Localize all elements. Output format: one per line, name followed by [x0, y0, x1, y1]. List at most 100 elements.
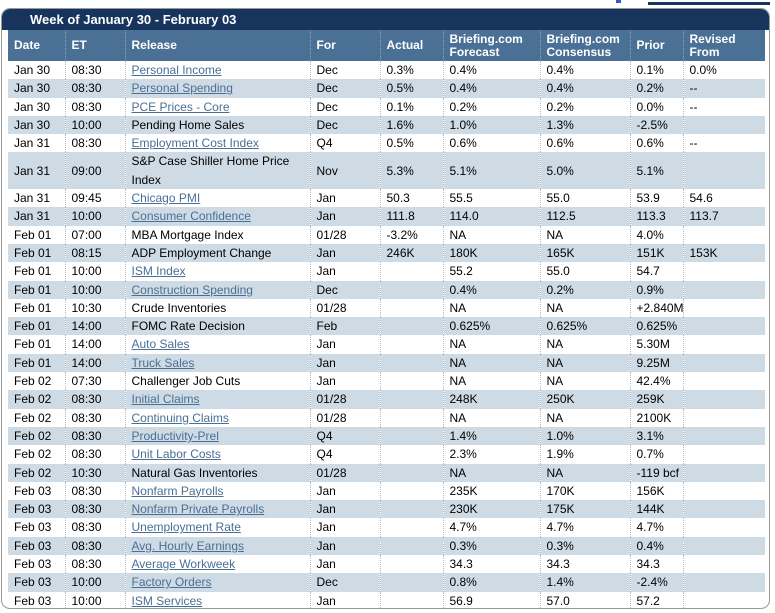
- cell-actual: [379, 445, 443, 464]
- release-link[interactable]: Employment Cost Index: [131, 136, 259, 151]
- table-row: Feb 03 08:30 Nonfarm Private Payrolls Jan 23…: [8, 500, 765, 519]
- cell-date: Feb 03: [14, 557, 52, 572]
- cell-et: 08:30: [64, 390, 125, 409]
- cell-revised: [682, 372, 765, 391]
- cell-for: Q4: [309, 134, 380, 153]
- cell-et: 14:00: [64, 353, 125, 373]
- cutoff-element-fragment: [648, 2, 770, 5]
- cell-actual: [379, 335, 443, 354]
- cell-actual: 50.3: [379, 189, 443, 208]
- cell-date: Feb 03: [14, 502, 52, 517]
- release-link[interactable]: Personal Income: [131, 63, 222, 77]
- cell-revised: [682, 152, 765, 190]
- cell-forecast: 56.9: [442, 591, 540, 608]
- cell-release: Nonfarm Private Payrolls: [124, 500, 310, 519]
- release-link[interactable]: PCE Prices - Core: [131, 99, 230, 114]
- cell-actual: 0.3%: [379, 61, 443, 80]
- cell-prior: 3.1%: [629, 426, 683, 446]
- cell-et: 08:30: [64, 536, 125, 556]
- cell-prior: 0.0%: [629, 97, 683, 116]
- cell-et: 14:00: [64, 317, 125, 336]
- cell-date: Feb 01: [14, 282, 52, 297]
- release-link[interactable]: Average Workweek: [131, 557, 236, 572]
- table-row: Feb 01 07:00 MBA Mortgage Index 01/28 -3.2% N…: [8, 225, 765, 244]
- cell-for: Jan: [309, 335, 380, 354]
- table-row: Jan 30 10:00 Pending Home Sales Dec 1.6% 1.0%…: [8, 115, 765, 135]
- cell-forecast: NA: [442, 372, 540, 391]
- table-row: Jan 30 08:30 PCE Prices - Core Dec 0.1% 0.2% 0…: [8, 97, 765, 116]
- cell-prior: 0.4%: [629, 536, 683, 556]
- table-row: Feb 03 08:30 Unemployment Rate Jan 4.7% 4.7% 4…: [8, 518, 765, 537]
- release-link[interactable]: Nonfarm Payrolls: [131, 483, 224, 498]
- cell-revised: [682, 317, 765, 336]
- cell-revised: [682, 481, 765, 501]
- cell-for: Jan: [309, 500, 380, 519]
- release-link[interactable]: Personal Spending: [131, 81, 233, 96]
- cell-et: 08:30: [64, 481, 125, 501]
- cell-forecast: 5.1%: [442, 152, 540, 190]
- table-row: Feb 02 10:30 Natural Gas Inventories 01/28 N…: [8, 463, 765, 482]
- cell-release: Consumer Confidence: [124, 207, 310, 226]
- cell-revised: [682, 390, 765, 409]
- cell-consensus: 0.4%: [539, 61, 630, 80]
- cell-revised: [682, 262, 765, 281]
- cell-date: Jan 30: [14, 63, 51, 77]
- table-row: Feb 01 10:00 ISM Index Jan 55.2 55.0 54.7: [8, 262, 765, 281]
- cell-for: Dec: [309, 280, 380, 299]
- table-row: Feb 02 08:30 Unit Labor Costs Q4 2.3% 1.9% 0.7…: [8, 445, 765, 464]
- cell-for: Jan: [309, 353, 380, 373]
- cell-for: Feb: [309, 317, 380, 336]
- cell-revised: [682, 353, 765, 373]
- cell-date: Feb 02: [14, 428, 52, 443]
- cell-date: Feb 01: [14, 227, 52, 242]
- cell-for: 01/28: [309, 463, 380, 482]
- table-row: Feb 01 10:30 Crude Inventories 01/28 NA NA +2.…: [8, 298, 765, 318]
- cell-revised: [682, 518, 765, 537]
- release-link[interactable]: ISM Services: [131, 593, 203, 608]
- cell-release: Construction Spending: [124, 280, 310, 299]
- cell-for: Dec: [309, 97, 380, 116]
- cell-for: Dec: [309, 573, 380, 592]
- release-link[interactable]: Unemployment Rate: [131, 520, 241, 535]
- cell-actual: [379, 536, 443, 556]
- cell-consensus: NA: [539, 335, 630, 354]
- cell-for: Dec: [309, 61, 380, 80]
- release-link[interactable]: Unit Labor Costs: [131, 447, 221, 462]
- release-link[interactable]: Chicago PMI: [131, 191, 201, 206]
- cell-consensus: 170K: [539, 481, 630, 501]
- cell-date: Feb 02: [14, 374, 52, 389]
- cell-actual: [379, 555, 443, 574]
- cell-revised: [682, 426, 765, 446]
- cell-actual: [379, 390, 443, 409]
- release-link[interactable]: Productivity-Prel: [131, 428, 219, 443]
- cell-revised: [682, 335, 765, 354]
- cell-consensus: 175K: [539, 500, 630, 519]
- cell-et: 08:30: [64, 97, 125, 116]
- cell-consensus: 0.4%: [539, 79, 630, 98]
- calendar-table-body: Jan 30 08:30 Personal Income Dec 0.3% 0.4% 0.4…: [8, 61, 765, 608]
- table-row: Feb 03 10:00 ISM Services Jan 56.9 57.0 57.2: [8, 591, 765, 608]
- cell-forecast: NA: [442, 225, 540, 244]
- cell-prior: -119 bcf: [629, 463, 683, 482]
- cell-forecast: NA: [442, 408, 540, 427]
- cell-et: 10:00: [64, 115, 125, 135]
- release-link[interactable]: Continuing Claims: [131, 410, 229, 425]
- release-link[interactable]: Initial Claims: [131, 392, 200, 407]
- release-link[interactable]: Factory Orders: [131, 575, 212, 590]
- cell-actual: [379, 518, 443, 537]
- release-link[interactable]: Truck Sales: [131, 355, 195, 370]
- cell-actual: 1.6%: [379, 115, 443, 135]
- cell-release: ADP Employment Change: [124, 243, 310, 263]
- cell-actual: 0.5%: [379, 134, 443, 153]
- cell-consensus: 4.7%: [539, 518, 630, 537]
- release-link[interactable]: ISM Index: [131, 264, 186, 279]
- release-link[interactable]: Consumer Confidence: [131, 209, 251, 224]
- cell-for: Jan: [309, 207, 380, 226]
- cell-consensus: 250K: [539, 390, 630, 409]
- release-link[interactable]: Construction Spending: [131, 282, 253, 297]
- release-link[interactable]: Auto Sales: [131, 337, 190, 352]
- cell-release: Unit Labor Costs: [124, 445, 310, 464]
- release-link[interactable]: Nonfarm Private Payrolls: [131, 502, 265, 517]
- release-link[interactable]: Avg. Hourly Earnings: [131, 538, 245, 553]
- cell-et: 08:30: [64, 408, 125, 427]
